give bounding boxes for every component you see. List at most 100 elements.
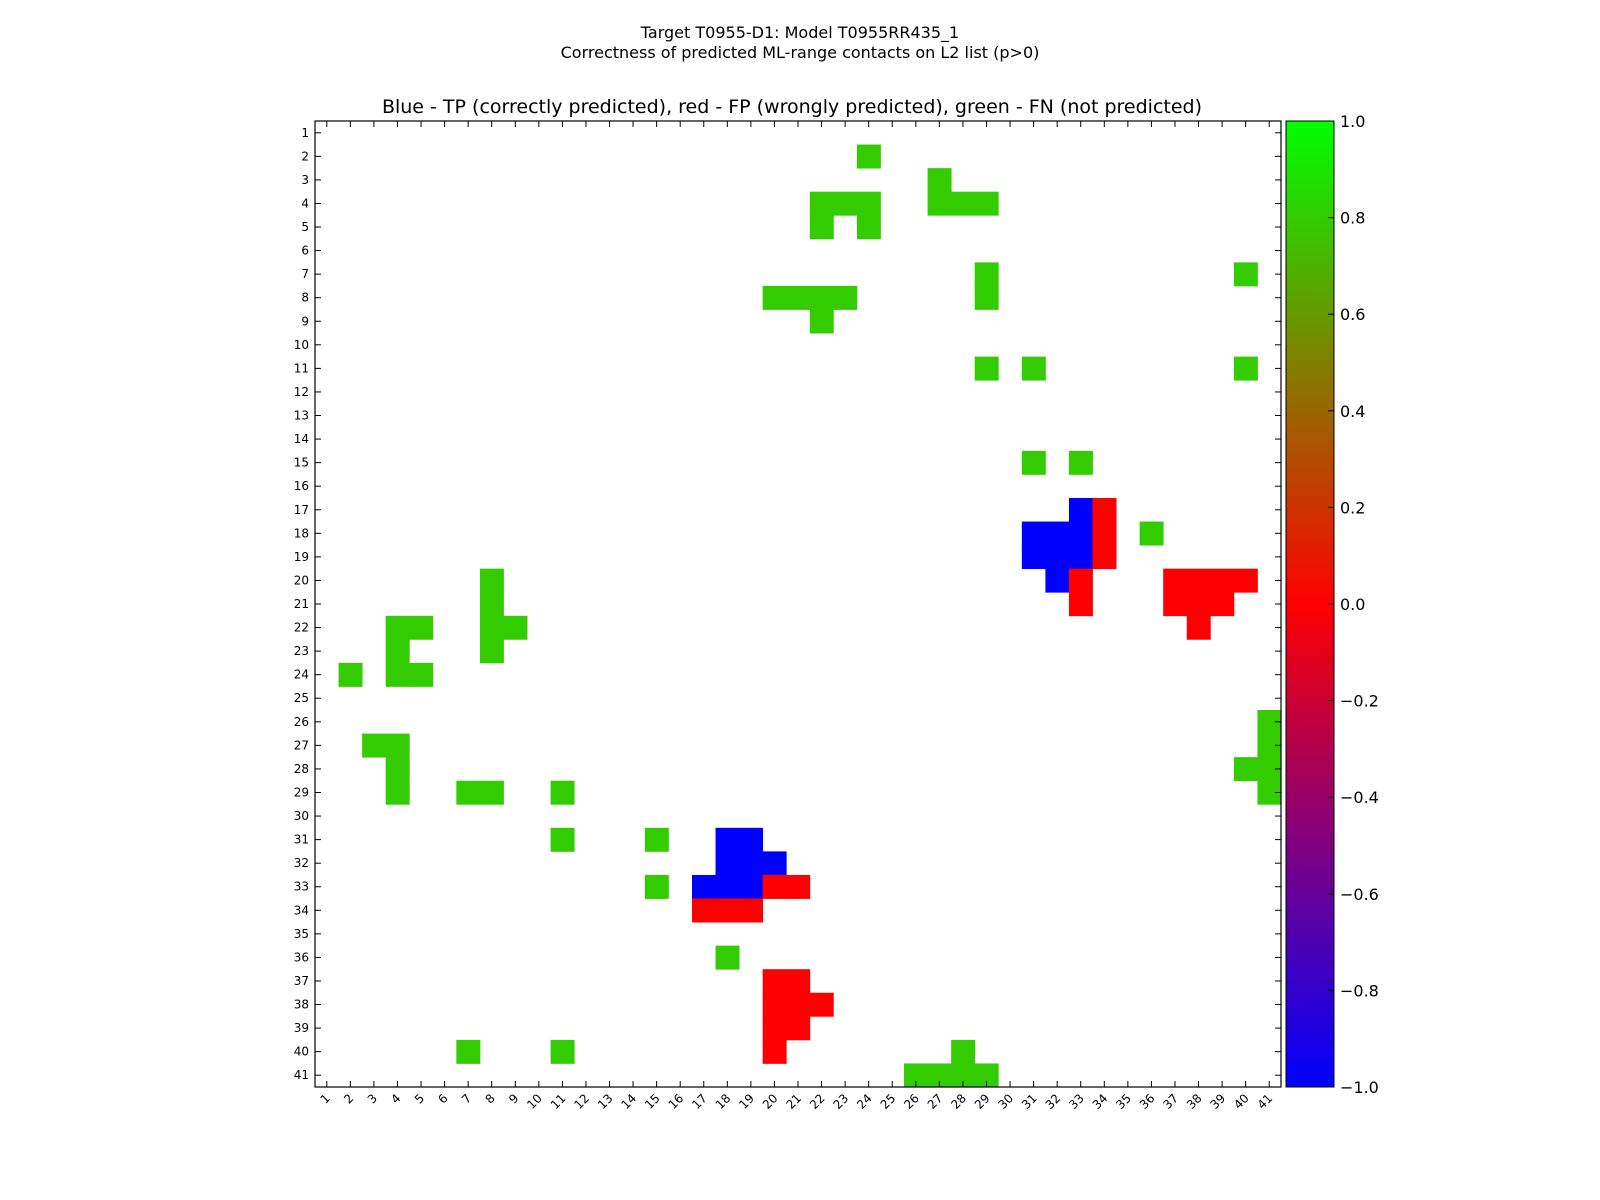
heatmap-cell [974, 356, 999, 381]
heatmap-cell [715, 945, 740, 970]
x-tick-label: 2 [341, 1091, 356, 1106]
heatmap-cell [1021, 450, 1046, 475]
heatmap-cell [385, 780, 410, 805]
heatmap-cell [951, 1039, 976, 1064]
colorbar-tick-label: −0.2 [1340, 692, 1379, 711]
heatmap-cell [1068, 545, 1093, 570]
heatmap-cell [1092, 521, 1117, 546]
x-tick-label: 28 [948, 1091, 969, 1112]
heatmap-cell [691, 898, 716, 923]
x-tick-label: 5 [412, 1091, 427, 1106]
heatmap-cell [762, 1039, 787, 1064]
heatmap-cell [927, 191, 952, 216]
colorbar-tick-label: −0.4 [1340, 788, 1379, 807]
x-tick-label: 21 [783, 1091, 804, 1112]
figure-title-line-1: Target T0955-D1: Model T0955RR435_1 [640, 23, 959, 43]
x-tick-label: 38 [1184, 1091, 1205, 1112]
heatmap-cell [1233, 262, 1258, 287]
heatmap-cell [385, 662, 410, 687]
x-tick-label: 16 [666, 1091, 687, 1112]
heatmap-cell [762, 1016, 787, 1041]
heatmap-cell [927, 1063, 952, 1088]
heatmap-cell [762, 874, 787, 899]
heatmap-cell [409, 615, 434, 640]
y-tick-label: 32 [294, 856, 309, 870]
heatmap-cell [1233, 356, 1258, 381]
y-tick-label: 40 [294, 1045, 309, 1059]
heatmap-cell [456, 1039, 481, 1064]
heatmap-cell [385, 733, 410, 758]
axis-ticks: 1234567891011121314151617181920212223242… [294, 121, 1281, 1112]
y-tick-label: 25 [294, 691, 309, 705]
y-tick-label: 28 [294, 762, 309, 776]
heatmap-cell [1210, 592, 1235, 617]
y-tick-label: 17 [294, 503, 309, 517]
heatmap-cell [951, 1063, 976, 1088]
figure-title-line-2: Correctness of predicted ML-range contac… [561, 43, 1040, 62]
heatmap-cell [833, 191, 858, 216]
x-tick-label: 41 [1255, 1091, 1276, 1112]
heatmap-cell [951, 191, 976, 216]
heatmap-cell [1021, 356, 1046, 381]
heatmap-cell [739, 827, 764, 852]
x-tick-label: 30 [995, 1091, 1016, 1112]
y-tick-label: 15 [294, 456, 309, 470]
heatmap-cell [479, 639, 504, 664]
colorbar-tick-label: 1.0 [1340, 112, 1365, 131]
y-tick-label: 3 [301, 173, 309, 187]
x-tick-label: 1 [318, 1091, 333, 1106]
y-tick-label: 30 [294, 809, 309, 823]
heatmap-cell [385, 757, 410, 782]
heatmap-cell [1257, 780, 1282, 805]
colorbar-tick-label: −0.6 [1340, 885, 1379, 904]
heatmap-cell [715, 851, 740, 876]
heatmap-cell [1068, 497, 1093, 522]
colorbar-tick-label: 0.4 [1340, 402, 1365, 421]
x-tick-label: 40 [1231, 1091, 1252, 1112]
y-tick-label: 34 [294, 903, 309, 917]
heatmap-cell [1045, 568, 1070, 593]
colorbar-tick-label: −1.0 [1340, 1078, 1379, 1097]
x-tick-label: 11 [548, 1091, 569, 1112]
heatmap-cell [1068, 521, 1093, 546]
heatmap-cell [385, 639, 410, 664]
heatmap-cell [786, 285, 811, 310]
x-tick-label: 3 [365, 1091, 380, 1106]
heatmap-cell [1068, 450, 1093, 475]
colorbar-tick-label: 0.6 [1340, 305, 1365, 324]
heatmap-cell [809, 191, 834, 216]
y-tick-label: 16 [294, 479, 309, 493]
heatmap-cell [1257, 757, 1282, 782]
x-tick-label: 39 [1208, 1091, 1229, 1112]
heatmap-cell [1045, 521, 1070, 546]
heatmap-cell [1186, 592, 1211, 617]
heatmap-cell [762, 992, 787, 1017]
heatmap-cell [974, 191, 999, 216]
x-tick-label: 4 [388, 1091, 403, 1106]
heatmap-cell [362, 733, 387, 758]
heatmap-cell [762, 969, 787, 994]
x-tick-label: 6 [435, 1091, 450, 1106]
x-tick-label: 12 [571, 1091, 592, 1112]
y-tick-label: 23 [294, 644, 309, 658]
heatmap-cell [691, 874, 716, 899]
heatmap-cell [1186, 568, 1211, 593]
heatmap-cell [550, 1039, 575, 1064]
heatmap-cell [856, 144, 881, 169]
heatmap-cell [1045, 545, 1070, 570]
heatmap-cell [1233, 757, 1258, 782]
heatmap-cell [974, 262, 999, 287]
heatmap-cell [338, 662, 363, 687]
heatmap-cells [338, 144, 1282, 1088]
x-tick-label: 35 [1113, 1091, 1134, 1112]
x-tick-label: 24 [854, 1091, 875, 1112]
heatmap-cell [786, 992, 811, 1017]
heatmap-cell [1092, 497, 1117, 522]
y-tick-label: 41 [294, 1068, 309, 1082]
y-tick-label: 7 [301, 267, 309, 281]
y-tick-label: 5 [301, 220, 309, 234]
y-tick-label: 12 [294, 385, 309, 399]
x-tick-label: 13 [595, 1091, 616, 1112]
heatmap-cell [456, 780, 481, 805]
x-tick-label: 23 [831, 1091, 852, 1112]
